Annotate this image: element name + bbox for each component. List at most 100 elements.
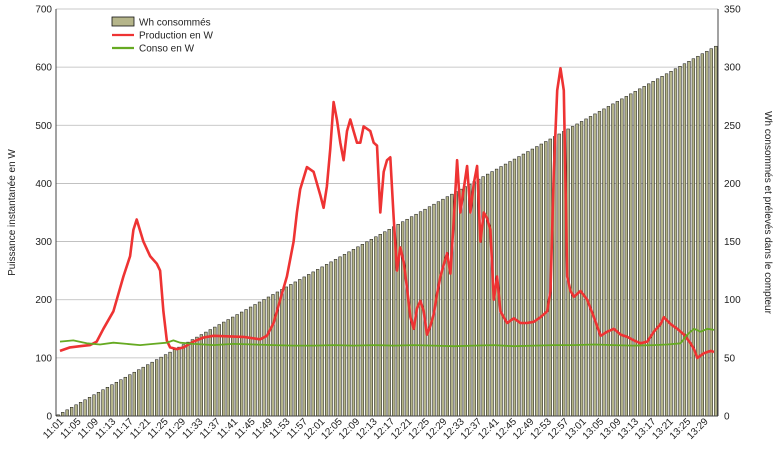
bar (378, 234, 382, 417)
bar (705, 50, 709, 417)
bar (159, 356, 163, 417)
bar (141, 366, 145, 417)
bar (647, 83, 651, 417)
axes (55, 9, 719, 417)
legend: Wh consommés Production en W Conso en W (111, 16, 213, 55)
legend-entry: Wh consommés (139, 18, 211, 29)
legend-swatch-bar (111, 16, 135, 27)
legend-entry: Production en W (139, 31, 213, 42)
right-tick-label: 50 (724, 353, 736, 364)
bar (217, 324, 221, 417)
bar (128, 374, 132, 417)
bar (150, 361, 154, 417)
left-tick-label: 300 (35, 237, 52, 248)
bar (177, 346, 181, 417)
right-tick-label: 200 (724, 179, 741, 190)
legend-entry: Conso en W (139, 44, 195, 55)
bar (709, 48, 713, 417)
bar (271, 294, 275, 417)
bar (324, 264, 329, 417)
bar (588, 116, 593, 417)
bar (597, 111, 602, 417)
bar (186, 341, 190, 417)
bar (463, 186, 467, 417)
bar (231, 316, 235, 417)
bar (181, 344, 186, 417)
bar (190, 339, 195, 417)
bar (539, 143, 543, 417)
left-tick-label: 200 (35, 295, 52, 306)
bar (472, 181, 476, 417)
right-tick-label: 300 (724, 63, 741, 74)
bar (369, 239, 373, 417)
bar (557, 133, 561, 417)
production-line (59, 67, 715, 360)
bar (655, 78, 660, 417)
bar (651, 81, 655, 417)
bar (503, 163, 508, 417)
bar (65, 409, 69, 417)
bar (70, 407, 74, 417)
bar (459, 188, 463, 417)
bar (347, 251, 351, 417)
bar (101, 389, 105, 417)
bar (280, 289, 284, 417)
bar (342, 254, 347, 417)
x-axis-ticks: 11:0111:0511:0911:1311:1711:2111:2511:29… (41, 416, 711, 442)
left-tick-label: 500 (35, 121, 52, 132)
bar (132, 371, 136, 417)
bar (114, 381, 119, 417)
bar (248, 306, 253, 417)
bar (445, 196, 450, 417)
bar (262, 299, 266, 417)
bar (266, 296, 271, 417)
x-tick-label: 13:29 (685, 416, 711, 442)
bar (383, 231, 387, 417)
bar (521, 153, 526, 417)
bar (146, 364, 150, 417)
bar (365, 241, 369, 417)
bar (611, 103, 615, 417)
bar (253, 304, 257, 417)
bar (316, 269, 320, 417)
bar (696, 55, 700, 417)
bar (544, 141, 548, 417)
right-tick-label: 0 (724, 412, 730, 423)
bar-series-wh-consommes (56, 45, 718, 417)
right-tick-label: 100 (724, 295, 741, 306)
bar (360, 244, 365, 417)
bar (110, 384, 114, 417)
bar (499, 166, 503, 417)
line-series (59, 67, 715, 360)
bar (155, 359, 159, 417)
bar (642, 86, 646, 417)
bar (669, 71, 673, 417)
bar (123, 376, 127, 417)
bar (602, 108, 606, 417)
bar (208, 329, 212, 417)
bar (575, 123, 579, 417)
bar (333, 259, 338, 417)
bar (168, 351, 172, 417)
bar (172, 349, 177, 417)
bar (78, 402, 83, 417)
bar (535, 146, 539, 417)
bar (584, 118, 588, 417)
bar (244, 309, 248, 417)
bar (195, 336, 199, 417)
bar (87, 397, 92, 417)
right-axis-label: Wh consommés et prélevés dans le compteu… (762, 111, 773, 315)
bar (163, 354, 168, 417)
bar (298, 279, 302, 417)
bar (213, 326, 217, 417)
bar (441, 198, 445, 417)
bar (606, 106, 611, 417)
bar (405, 218, 409, 417)
bar (691, 58, 696, 417)
bar (257, 301, 262, 417)
left-tick-label: 0 (46, 412, 52, 423)
bar (239, 311, 244, 417)
bar (418, 211, 423, 417)
left-axis-label: Puissance instantanée en W (7, 149, 18, 276)
